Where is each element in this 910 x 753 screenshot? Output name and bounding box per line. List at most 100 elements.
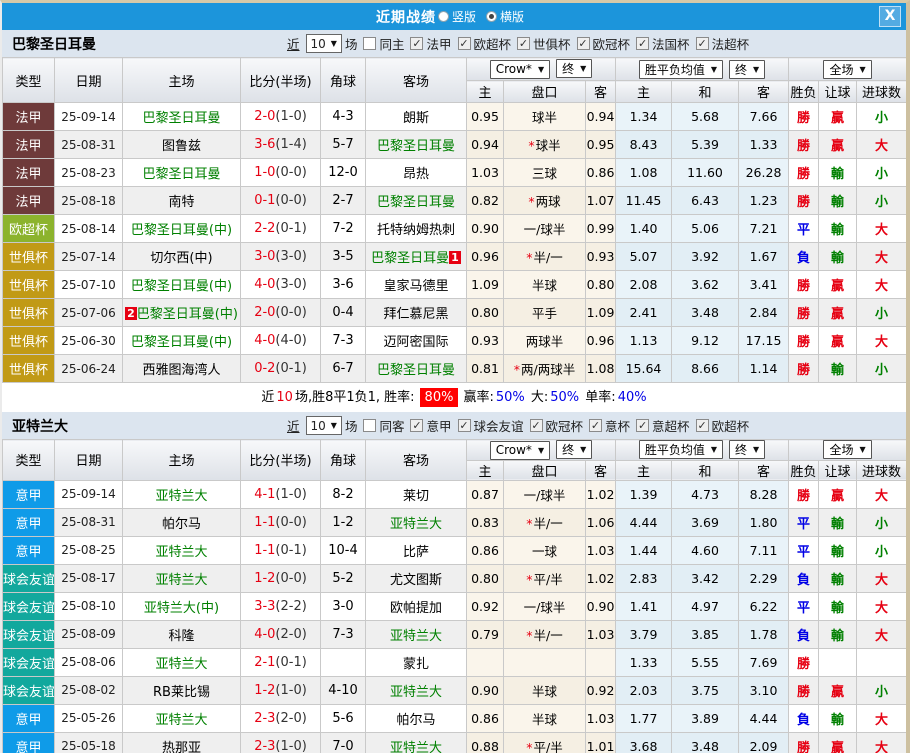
match-row: 法甲 25-08-23 巴黎圣日耳曼 1-0(0-0) 12-0 昂热 1.03 三球 0.86…: [2, 158, 906, 187]
same-away-checkbox[interactable]: [363, 419, 377, 432]
league-checkbox-5[interactable]: ✓: [695, 419, 709, 432]
home-team-name: 亚特兰大: [155, 712, 208, 728]
sub-avg-home: 主: [615, 80, 672, 103]
same-away-label[interactable]: 同客: [379, 419, 405, 434]
league-label-0[interactable]: 意甲: [426, 419, 452, 434]
league-label-2[interactable]: 欧冠杯: [545, 419, 584, 434]
avg-draw-cell: 4.60: [671, 535, 739, 565]
league-label-3[interactable]: 意杯: [605, 419, 631, 434]
avg-home-cell: 5.07: [615, 242, 672, 271]
halftime-score: (0-1): [275, 654, 307, 670]
home-team-name: 西雅图海湾人: [142, 363, 221, 378]
fulltime-score: 2-0: [254, 305, 276, 320]
fulltime-score: 2-3: [254, 710, 276, 726]
goals-result-cell: 小: [856, 354, 906, 383]
wdl-result-cell: 勝: [788, 270, 820, 299]
home-team-cell: 亚特兰大: [122, 703, 241, 733]
same-home-label[interactable]: 同主: [379, 37, 405, 52]
league-type-cell: 球会友谊: [2, 647, 55, 677]
horizontal-layout-radio[interactable]: [486, 11, 497, 22]
league-label-5[interactable]: 欧超杯: [711, 419, 750, 434]
league-label-5[interactable]: 法超杯: [711, 37, 750, 52]
horizontal-layout-label[interactable]: 横版: [500, 10, 525, 24]
avg-away-cell: 7.69: [737, 647, 790, 677]
home-team-cell: 巴黎圣日耳曼: [122, 102, 241, 131]
away-team-name: 莱切: [402, 488, 429, 504]
league-checkbox-5[interactable]: ✓: [695, 37, 709, 50]
away-team-cell: 托特纳姆热刺: [365, 214, 467, 243]
league-checkbox-1[interactable]: ✓: [457, 419, 471, 432]
league-label-2[interactable]: 世俱杯: [533, 37, 571, 52]
col-home: 主场: [122, 57, 241, 103]
goals-result-cell: 小: [856, 102, 906, 131]
league-label-3[interactable]: 欧冠杯: [592, 37, 631, 52]
league-label-1[interactable]: 球会友谊: [473, 419, 524, 434]
home-team-cell: 巴黎圣日耳曼: [122, 158, 241, 187]
league-checkbox-3[interactable]: ✓: [589, 419, 603, 432]
date-cell: 25-07-14: [54, 242, 123, 271]
avg-select[interactable]: 胜平负均值 ▼: [638, 440, 724, 460]
date-cell: 25-08-09: [54, 619, 123, 649]
match-row: 欧超杯 25-08-14 巴黎圣日耳曼(中) 2-2(0-1) 7-2 托特纳姆热刺 0.9…: [2, 214, 906, 243]
league-checkbox-0[interactable]: ✓: [410, 37, 424, 50]
goals-result-cell: 大: [856, 619, 906, 649]
wdl-result-cell: 平: [788, 591, 820, 621]
league-checkbox-4[interactable]: ✓: [636, 37, 650, 50]
home-odds-cell: 0.82: [466, 186, 504, 215]
same-home-checkbox[interactable]: [363, 37, 377, 50]
avg-away-cell: 2.84: [737, 298, 790, 327]
chevron-down-icon: ▼: [859, 64, 866, 74]
chevron-down-icon: ▼: [753, 64, 760, 74]
odds-time-select[interactable]: 终 ▼: [556, 440, 593, 459]
home-team-name: 图鲁兹: [161, 139, 201, 154]
avg-time-select[interactable]: 终 ▼: [729, 440, 766, 460]
col-date: 日期: [54, 57, 123, 103]
league-checkbox-1[interactable]: ✓: [457, 37, 471, 50]
odds-time-value: 终: [562, 62, 575, 77]
vertical-layout-radio[interactable]: [437, 11, 449, 22]
home-team-name: 亚特兰大: [155, 572, 208, 588]
handicap-result-cell: 贏: [818, 326, 858, 355]
match-count-select[interactable]: 10 ▼: [305, 416, 342, 435]
score-cell: 0-2(0-1): [240, 354, 321, 383]
avg-group-header: 胜平负均值 ▼ 终 ▼: [614, 57, 790, 81]
period-select[interactable]: 全场 ▼: [823, 440, 872, 460]
league-checkbox-2[interactable]: ✓: [517, 37, 531, 50]
vertical-layout-label[interactable]: 竖版: [451, 10, 476, 24]
corner-cell: 5-7: [320, 130, 366, 159]
corner-cell: 4-10: [320, 675, 366, 705]
fulltime-score: 2-0: [254, 109, 276, 124]
sub-odds-away: 客: [585, 80, 616, 103]
away-team-name: 巴黎圣日耳曼: [376, 363, 455, 378]
league-label-4[interactable]: 意超杯: [652, 419, 690, 434]
bookmaker-select[interactable]: Crow* ▼: [489, 59, 551, 79]
league-label-1[interactable]: 欧超杯: [473, 37, 512, 52]
close-icon[interactable]: X: [879, 6, 901, 27]
match-count-select[interactable]: 10 ▼: [305, 34, 342, 53]
corner-cell: 7-3: [320, 619, 366, 649]
avg-select[interactable]: 胜平负均值 ▼: [638, 59, 724, 79]
league-checkbox-3[interactable]: ✓: [576, 37, 590, 50]
away-team-cell: 比萨: [365, 535, 467, 565]
league-checkbox-4[interactable]: ✓: [636, 419, 650, 432]
bookmaker-select[interactable]: Crow* ▼: [489, 440, 551, 460]
halftime-score: (2-0): [275, 626, 307, 642]
league-checkbox-2[interactable]: ✓: [529, 419, 543, 432]
handicap-result-cell: 輸: [818, 563, 858, 593]
league-checkbox-0[interactable]: ✓: [410, 419, 424, 432]
league-label-0[interactable]: 法甲: [426, 37, 452, 52]
odds-time-select[interactable]: 终 ▼: [556, 59, 593, 79]
league-type-cell: 法甲: [2, 158, 55, 187]
league-label-4[interactable]: 法国杯: [652, 37, 690, 52]
date-cell: 25-08-06: [54, 647, 123, 677]
near-label[interactable]: 近: [287, 37, 300, 52]
home-team-name: 科隆: [168, 628, 195, 644]
avg-away-cell: 7.66: [737, 102, 790, 131]
period-select[interactable]: 全场 ▼: [823, 59, 872, 79]
avg-time-select[interactable]: 终 ▼: [729, 59, 766, 79]
home-team-cell: 巴黎圣日耳曼(中): [122, 326, 241, 355]
sub-avg-away: 客: [737, 80, 790, 103]
corner-cell: 10-4: [320, 535, 366, 565]
near-label[interactable]: 近: [287, 419, 300, 434]
match-count-value: 10: [310, 36, 326, 51]
